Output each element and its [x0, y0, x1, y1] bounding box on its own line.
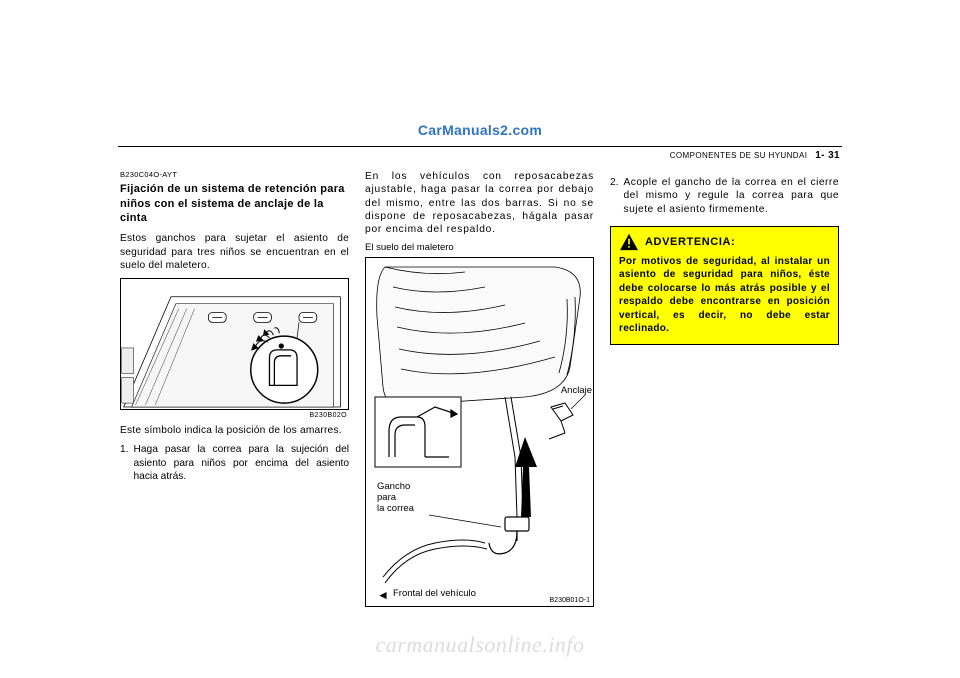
- figure-trunk-diagram: [120, 278, 349, 410]
- arrow-left-glyph: ◄: [377, 588, 389, 602]
- list-item: 2. Acople el gancho de la correa en el c…: [610, 176, 839, 216]
- running-header: COMPONENTES DE SU HYUNDAI 1- 31: [670, 150, 840, 161]
- doc-code: B230C04O-AYT: [120, 170, 349, 180]
- figure-code: B230B02O: [120, 410, 349, 420]
- list-text: Acople el gancho de la correa en el cier…: [624, 176, 840, 216]
- label-anclaje: Anclaje: [561, 385, 592, 397]
- list-item: 1. Haga pasar la correa para la sujeción…: [120, 443, 349, 483]
- warning-header: ADVERTENCIA:: [619, 233, 830, 251]
- tether-svg: ◄: [365, 257, 594, 607]
- paragraph: Estos ganchos para sujetar el asiento de…: [120, 232, 349, 272]
- figure-caption-top: El suelo del maletero: [365, 242, 594, 254]
- label-gancho-1: Gancho: [377, 481, 414, 492]
- paragraph: Este símbolo indica la posición de los a…: [120, 424, 349, 437]
- figure-tether-diagram: ◄ Anclaje Gancho para la correa Frontal …: [365, 257, 594, 607]
- content-columns: B230C04O-AYT Fijación de un sistema de r…: [120, 170, 840, 616]
- trunk-svg: [121, 279, 348, 409]
- page-canvas: CarManuals2.com COMPONENTES DE SU HYUNDA…: [0, 0, 960, 678]
- warning-icon: [619, 233, 639, 251]
- warning-text: Por motivos de seguridad, al instalar un…: [619, 255, 830, 336]
- header-rule: [118, 146, 842, 147]
- paragraph: En los vehículos con reposacabezas ajust…: [365, 170, 594, 236]
- heading: Fijación de un sistema de retención para…: [120, 182, 349, 227]
- label-gancho-3: la correa: [377, 503, 414, 514]
- section-title: COMPONENTES DE SU HYUNDAI: [670, 151, 808, 160]
- warning-title: ADVERTENCIA:: [645, 235, 735, 249]
- list-number: 2.: [610, 176, 619, 216]
- caption-frontal: Frontal del vehículo: [393, 588, 476, 600]
- watermark-bottom: carmanualsonline.info: [0, 632, 960, 658]
- column-1: B230C04O-AYT Fijación de un sistema de r…: [120, 170, 349, 616]
- column-3: 2. Acople el gancho de la correa en el c…: [610, 170, 839, 616]
- list-number: 1.: [120, 443, 129, 483]
- figure-code-2: B230B01O-1: [550, 596, 590, 605]
- warning-box: ADVERTENCIA: Por motivos de seguridad, a…: [610, 226, 839, 345]
- watermark-top: CarManuals2.com: [0, 122, 960, 138]
- label-gancho-2: para: [377, 492, 414, 503]
- column-2: En los vehículos con reposacabezas ajust…: [365, 170, 594, 616]
- list-text: Haga pasar la correa para la sujeción de…: [134, 443, 350, 483]
- page-number: 1- 31: [815, 150, 840, 161]
